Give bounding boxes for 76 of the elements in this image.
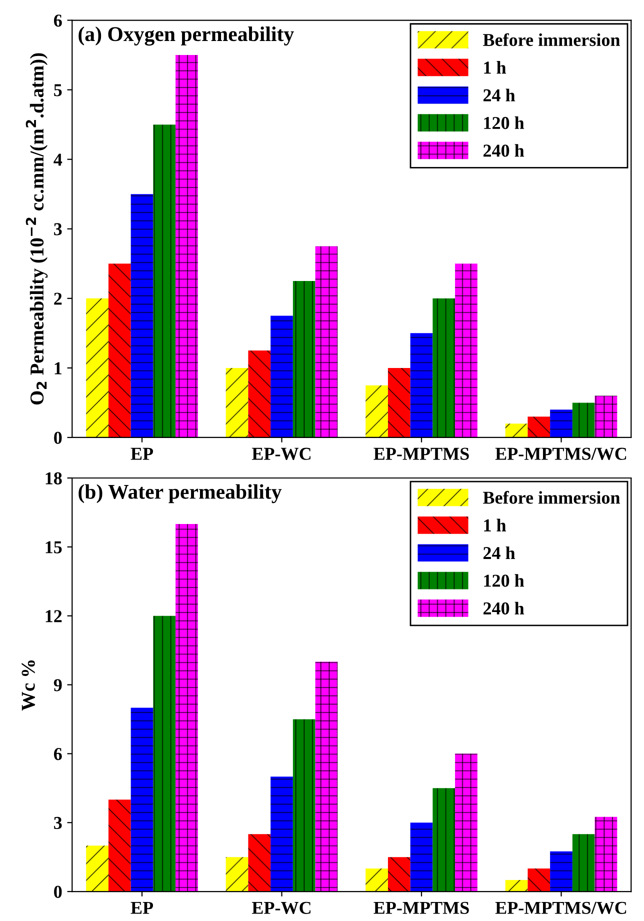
bar <box>594 396 618 438</box>
bar <box>388 857 410 892</box>
x-tick-label: EP <box>130 902 154 914</box>
legend-label: 120 h <box>484 574 524 587</box>
y-tick-label: 0 <box>54 886 62 898</box>
bar <box>270 316 293 438</box>
y-tick-label: 5 <box>54 84 62 96</box>
y-tick-label: 15 <box>46 541 62 554</box>
legend-label: 24 h <box>483 546 516 559</box>
y-tick-label: 2 <box>54 292 62 305</box>
bar <box>86 298 108 438</box>
y-tick-label: 9 <box>54 679 62 692</box>
bar <box>528 868 550 892</box>
y-tick-label: 6 <box>54 748 62 760</box>
x-tick-label: EP-MPTMS <box>374 448 469 460</box>
bar <box>505 880 528 892</box>
bar <box>505 424 528 438</box>
bar <box>366 868 388 892</box>
y-axis-title: Wc % <box>22 660 35 711</box>
bar <box>455 754 478 892</box>
bar <box>176 524 198 892</box>
chart-title: (a) Oxygen permeability <box>78 26 294 46</box>
y-tick-label: 12 <box>46 610 62 622</box>
bar <box>594 816 618 892</box>
bar <box>410 822 433 892</box>
y-tick-label: 3 <box>54 223 62 236</box>
y-tick-label: 0 <box>54 432 62 444</box>
bar <box>153 616 176 892</box>
x-tick-label: EP-WC <box>252 448 310 460</box>
bar <box>108 800 131 892</box>
y-tick-label: 1 <box>54 362 62 374</box>
bar <box>432 788 456 892</box>
bar <box>153 124 176 438</box>
bar <box>455 264 478 438</box>
bar <box>528 416 550 438</box>
x-tick-label: EP <box>130 448 154 460</box>
bar <box>572 834 595 892</box>
x-tick-label: EP-MPTMS <box>374 902 469 914</box>
bar <box>388 368 410 438</box>
legend-label: Before immersion <box>483 490 620 504</box>
legend-label: 240 h <box>483 144 524 157</box>
y-tick-label: 4 <box>54 154 62 166</box>
bar <box>108 264 131 438</box>
legend-label: 1 h <box>484 61 506 74</box>
bar <box>410 333 433 438</box>
chart-title: (b) Water permeability <box>78 484 282 504</box>
bar <box>248 350 271 438</box>
x-tick-label: EP-MPTMS/WC <box>495 448 626 460</box>
bar <box>226 368 248 438</box>
legend-label: 24 h <box>483 88 516 102</box>
y-tick-label: 18 <box>46 472 62 484</box>
bar <box>292 719 316 892</box>
bar <box>432 298 456 438</box>
bar <box>248 834 271 892</box>
bar <box>130 708 154 892</box>
bar <box>86 846 108 892</box>
bar <box>550 851 572 892</box>
bar <box>130 194 154 438</box>
bar <box>270 776 293 892</box>
legend-label: 1 h <box>484 518 506 532</box>
y-axis-title: O$_{2}$ Permeability (10$^{−2}$ cc.mm/(m$^{2}$.d.atm)) <box>26 53 48 404</box>
bar <box>315 662 338 892</box>
legend-label: Before immersion <box>483 33 620 46</box>
bar <box>226 857 248 892</box>
bar <box>292 281 316 438</box>
bar <box>176 55 198 438</box>
bar <box>315 246 338 438</box>
y-tick-label: 3 <box>54 816 62 830</box>
x-tick-label: EP-WC <box>252 902 310 914</box>
legend-label: 120 h <box>484 116 524 130</box>
bar <box>366 385 388 438</box>
x-tick-label: EP-MPTMS/WC <box>495 902 626 914</box>
legend-label: 240 h <box>483 602 524 615</box>
y-tick-label: 6 <box>54 14 62 27</box>
bar <box>572 402 595 438</box>
bar <box>550 410 572 438</box>
